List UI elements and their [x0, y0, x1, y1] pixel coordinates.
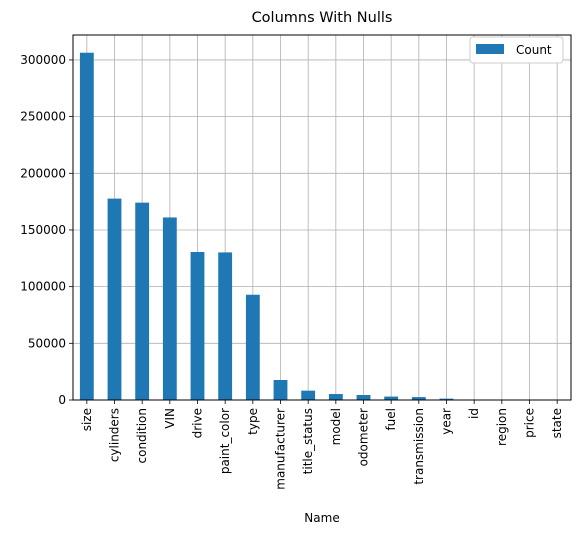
x-tick-label: fuel: [384, 408, 398, 431]
x-tick-label: size: [80, 408, 94, 431]
bar: [190, 251, 205, 400]
x-tick-label: drive: [191, 408, 205, 438]
x-tick-label: manufacturer: [274, 408, 288, 490]
x-tick-label: transmission: [412, 408, 426, 485]
x-tick-label: title_status: [301, 408, 315, 474]
chart-title: Columns With Nulls: [252, 10, 393, 26]
legend: Count: [469, 36, 564, 64]
y-axis: 0 50000 100000 150000 200000 250000 300000: [20, 53, 73, 407]
bar: [301, 390, 316, 400]
x-tick-label: VIN: [163, 408, 177, 429]
x-tick-label: odometer: [357, 408, 371, 466]
y-tick-label: 250000: [20, 110, 66, 124]
y-tick-label: 100000: [20, 280, 66, 294]
y-tick-label: 300000: [20, 53, 66, 67]
bar: [328, 394, 343, 400]
bar: [218, 252, 233, 400]
bar: [107, 198, 122, 400]
legend-swatch: [476, 44, 504, 54]
x-tick-label: price: [523, 408, 537, 438]
x-tick-label: cylinders: [108, 408, 122, 462]
plot-frame: [72, 34, 572, 401]
y-tick-label: 150000: [20, 223, 66, 237]
bar: [162, 217, 177, 400]
y-tick-label: 50000: [28, 336, 66, 350]
bar: [439, 398, 454, 400]
x-tick-label: state: [550, 408, 564, 438]
legend-label: Count: [516, 43, 552, 57]
y-tick-label: 0: [58, 393, 66, 407]
y-tick-label: 200000: [20, 166, 66, 180]
bar: [79, 52, 94, 400]
legend-box: [469, 36, 564, 64]
bar: [411, 397, 426, 400]
x-axis: size cylinders condition VIN drive paint_colo…: [80, 400, 564, 490]
x-axis-label: Name: [304, 511, 339, 525]
bars: [79, 52, 454, 400]
bar: [135, 202, 150, 400]
bar: [356, 395, 371, 400]
x-tick-label: paint_color: [218, 408, 232, 474]
bar: [273, 379, 288, 400]
x-tick-label: model: [329, 408, 343, 445]
x-tick-label: condition: [135, 408, 149, 463]
bar: [384, 396, 399, 400]
x-tick-label: type: [246, 408, 260, 435]
x-tick-label: year: [440, 408, 454, 435]
x-tick-label: region: [495, 408, 509, 446]
x-tick-label: id: [467, 408, 481, 419]
bar: [245, 294, 260, 400]
